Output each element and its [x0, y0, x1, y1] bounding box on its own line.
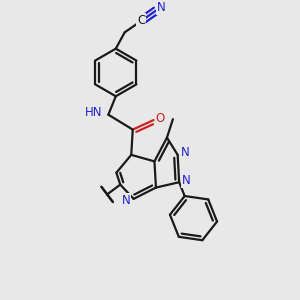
Text: N: N: [181, 146, 190, 159]
Text: N: N: [182, 174, 191, 187]
Text: N: N: [122, 194, 130, 207]
Text: O: O: [155, 112, 165, 125]
Text: C: C: [137, 14, 145, 27]
Text: N: N: [157, 1, 166, 14]
Text: HN: HN: [85, 106, 103, 119]
